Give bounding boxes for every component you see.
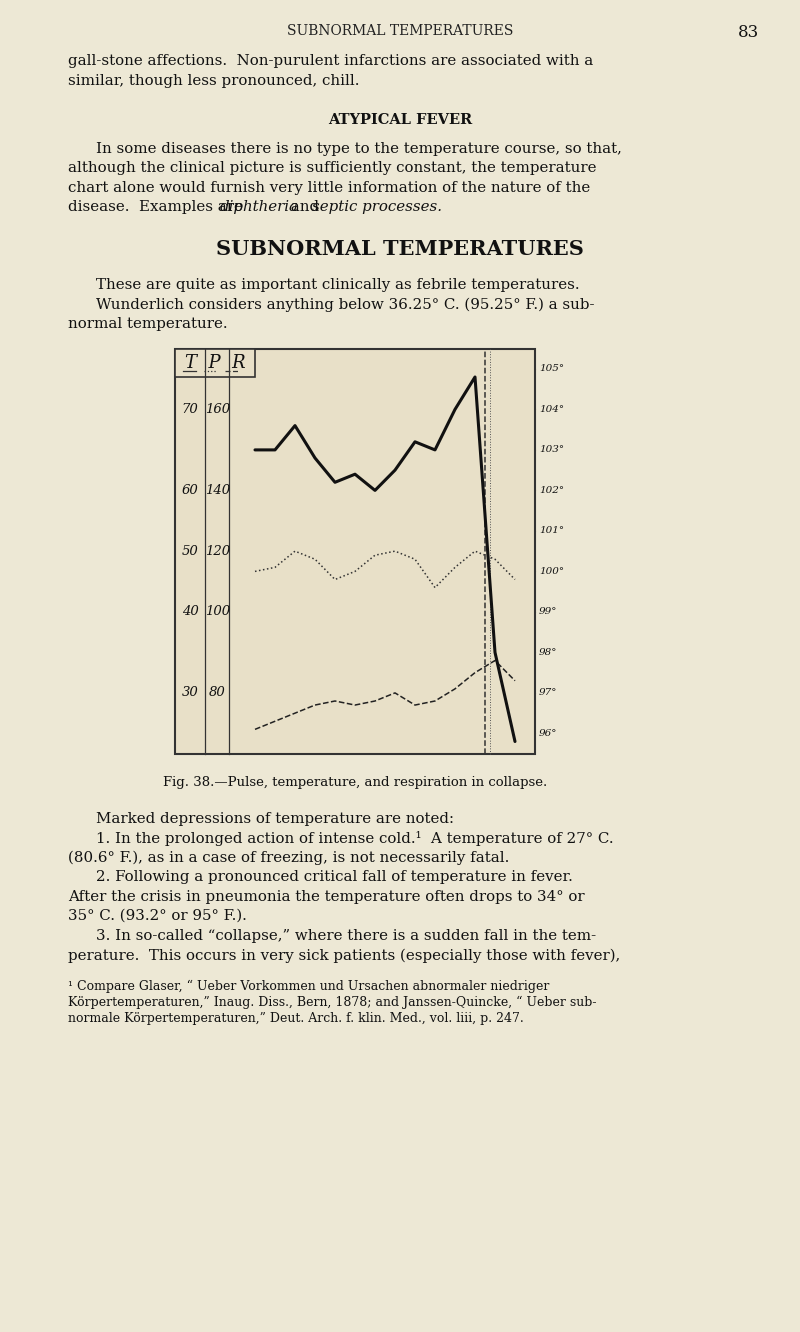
- Text: septic processes.: septic processes.: [312, 200, 442, 214]
- Text: chart alone would furnish very little information of the nature of the: chart alone would furnish very little in…: [68, 181, 590, 194]
- Text: 83: 83: [738, 24, 759, 41]
- Text: 50: 50: [182, 545, 198, 558]
- Text: normale Körpertemperaturen,” Deut. Arch. f. klin. Med., vol. liii, p. 247.: normale Körpertemperaturen,” Deut. Arch.…: [68, 1012, 524, 1026]
- Text: 80: 80: [209, 686, 226, 699]
- Text: 98°: 98°: [539, 647, 558, 657]
- Text: 140: 140: [205, 484, 230, 497]
- Text: 101°: 101°: [539, 526, 564, 535]
- Text: 70: 70: [182, 402, 198, 416]
- Text: ¹ Compare Glaser, “ Ueber Vorkommen und Ursachen abnormaler niedriger: ¹ Compare Glaser, “ Ueber Vorkommen und …: [68, 979, 550, 992]
- Text: 1. In the prolonged action of intense cold.¹  A temperature of 27° C.: 1. In the prolonged action of intense co…: [96, 831, 614, 846]
- Text: diphtheria: diphtheria: [220, 200, 299, 214]
- Text: Fig. 38.—Pulse, temperature, and respiration in collapse.: Fig. 38.—Pulse, temperature, and respira…: [163, 775, 547, 789]
- Text: SUBNORMAL TEMPERATURES: SUBNORMAL TEMPERATURES: [216, 240, 584, 260]
- Bar: [175, 349, 255, 377]
- Text: Körpertemperaturen,” Inaug. Diss., Bern, 1878; and Janssen-Quincke, “ Ueber sub-: Körpertemperaturen,” Inaug. Diss., Bern,…: [68, 996, 597, 1010]
- Text: perature.  This occurs in very sick patients (especially those with fever),: perature. This occurs in very sick patie…: [68, 948, 620, 963]
- Text: 100°: 100°: [539, 567, 564, 575]
- Text: (80.6° F.), as in a case of freezing, is not necessarily fatal.: (80.6° F.), as in a case of freezing, is…: [68, 851, 510, 864]
- Text: Wunderlich considers anything below 36.25° C. (95.25° F.) a sub-: Wunderlich considers anything below 36.2…: [96, 298, 594, 312]
- Text: Marked depressions of temperature are noted:: Marked depressions of temperature are no…: [96, 811, 454, 826]
- Text: 99°: 99°: [539, 607, 558, 617]
- Text: 120: 120: [205, 545, 230, 558]
- Text: 30: 30: [182, 686, 198, 699]
- Text: similar, though less pronounced, chill.: similar, though less pronounced, chill.: [68, 73, 359, 88]
- Text: 103°: 103°: [539, 445, 564, 454]
- Text: SUBNORMAL TEMPERATURES: SUBNORMAL TEMPERATURES: [287, 24, 513, 39]
- Text: 105°: 105°: [539, 365, 564, 373]
- Text: 160: 160: [205, 402, 230, 416]
- Text: 100: 100: [205, 606, 230, 618]
- Text: although the clinical picture is sufficiently constant, the temperature: although the clinical picture is suffici…: [68, 161, 597, 176]
- Text: 102°: 102°: [539, 486, 564, 496]
- Text: After the crisis in pneumonia the temperature often drops to 34° or: After the crisis in pneumonia the temper…: [68, 890, 585, 903]
- Text: In some diseases there is no type to the temperature course, so that,: In some diseases there is no type to the…: [96, 141, 622, 156]
- Text: 104°: 104°: [539, 405, 564, 414]
- Text: disease.  Examples are: disease. Examples are: [68, 200, 248, 214]
- Text: gall-stone affections.  Non-purulent infarctions are associated with a: gall-stone affections. Non-purulent infa…: [68, 55, 594, 68]
- Text: 3. In so-called “collapse,” where there is a sudden fall in the tem-: 3. In so-called “collapse,” where there …: [96, 928, 596, 943]
- Text: 97°: 97°: [539, 689, 558, 698]
- Text: ATYPICAL FEVER: ATYPICAL FEVER: [328, 112, 472, 127]
- Text: 35° C. (93.2° or 95° F.).: 35° C. (93.2° or 95° F.).: [68, 910, 247, 923]
- Text: 60: 60: [182, 484, 198, 497]
- Text: and: and: [286, 200, 324, 214]
- Text: T  P  R: T P R: [185, 354, 246, 372]
- Text: 2. Following a pronounced critical fall of temperature in fever.: 2. Following a pronounced critical fall …: [96, 870, 573, 884]
- Bar: [175, 349, 535, 754]
- Text: 96°: 96°: [539, 729, 558, 738]
- Text: 40: 40: [182, 606, 198, 618]
- Text: normal temperature.: normal temperature.: [68, 317, 228, 332]
- Text: These are quite as important clinically as febrile temperatures.: These are quite as important clinically …: [96, 278, 580, 292]
